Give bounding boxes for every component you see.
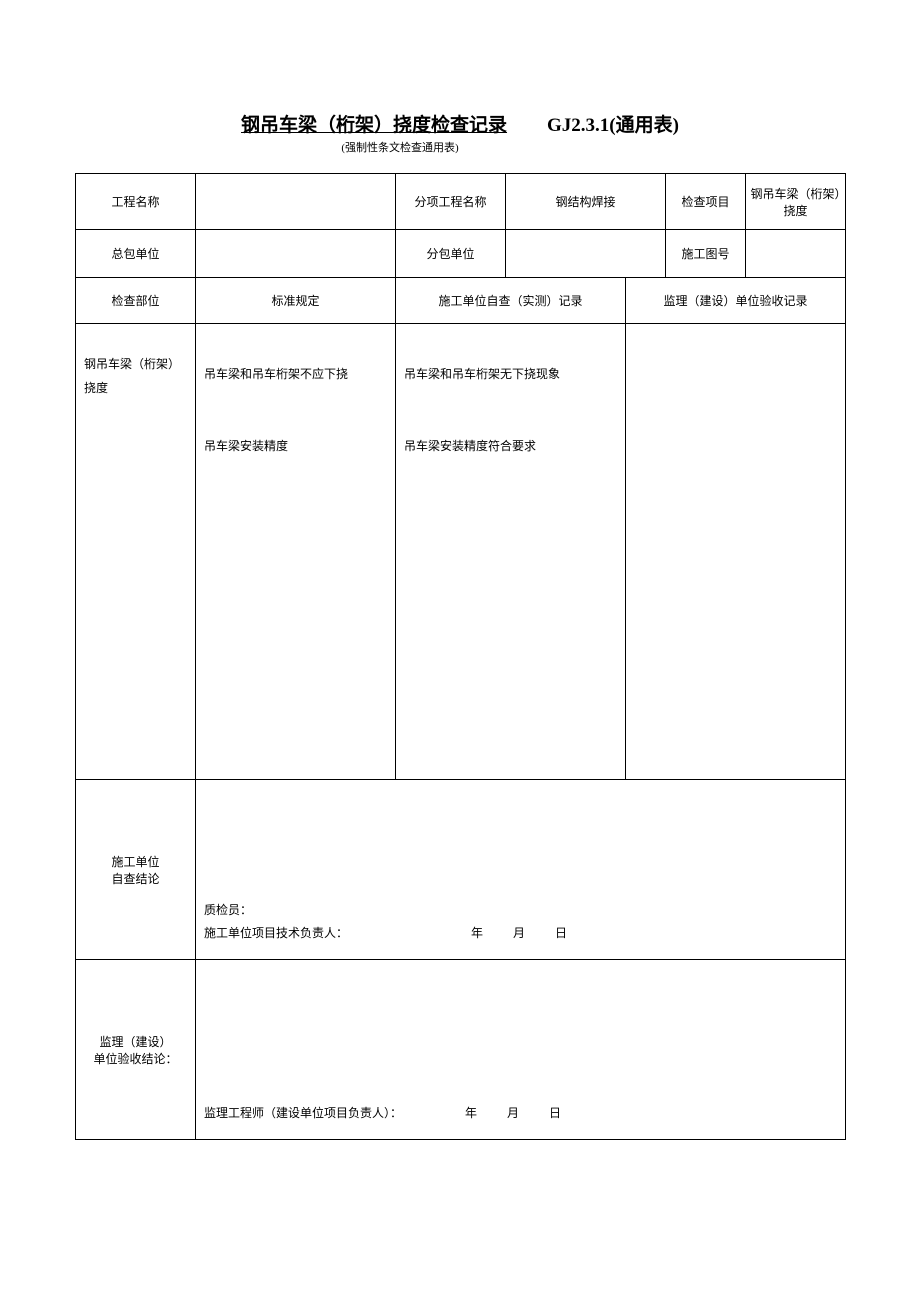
sign2-label-2: 单位验收结论：	[80, 1050, 191, 1067]
document-subtitle: (强制性条文检查通用表)	[0, 139, 845, 155]
month-label: 月	[513, 926, 525, 940]
spec-line-1: 吊车梁和吊车桁架不应下挠	[204, 362, 387, 386]
inspection-form-table: 工程名称 分项工程名称 钢结构焊接 检查项目 钢吊车梁（桁架）挠度 总包单位 分…	[75, 173, 846, 1140]
supervision-conclusion-content: 监理工程师（建设单位项目负责人）： 年 月 日	[196, 960, 846, 1140]
document-code: GJ2.3.1(通用表)	[547, 115, 679, 136]
sign1-label-2: 自查结论	[80, 870, 191, 887]
label-main-contractor: 总包单位	[76, 230, 196, 278]
spec-line-2: 吊车梁安装精度	[204, 434, 387, 458]
selfcheck-line-2: 吊车梁安装精度符合要求	[404, 434, 617, 458]
label-drawing-no: 施工图号	[666, 230, 746, 278]
tech-leader-label: 施工单位项目技术负责人：	[204, 926, 348, 940]
col-selfcheck: 施工单位自查（实测）记录	[396, 278, 626, 324]
value-subproject-name: 钢结构焊接	[506, 174, 666, 230]
tech-leader-line: 施工单位项目技术负责人： 年 月 日	[204, 922, 837, 945]
day-label: 日	[555, 926, 567, 940]
value-drawing-no	[746, 230, 846, 278]
col-check-part: 检查部位	[76, 278, 196, 324]
selfcheck-conclusion-label: 施工单位 自查结论	[76, 780, 196, 960]
col-supervision: 监理（建设）单位验收记录	[626, 278, 846, 324]
sign1-label-1: 施工单位	[80, 853, 191, 870]
document-title: 钢吊车梁（桁架）挠度检查记录	[241, 115, 507, 136]
value-main-contractor	[196, 230, 396, 278]
month-label-2: 月	[507, 1106, 519, 1120]
body-standard: 吊车梁和吊车桁架不应下挠 吊车梁安装精度	[196, 324, 396, 780]
label-project-name: 工程名称	[76, 174, 196, 230]
engineer-label: 监理工程师（建设单位项目负责人）：	[204, 1106, 402, 1120]
label-subproject-name: 分项工程名称	[396, 174, 506, 230]
body-selfcheck: 吊车梁和吊车桁架无下挠现象 吊车梁安装精度符合要求	[396, 324, 626, 780]
sign2-label-1: 监理（建设）	[80, 1033, 191, 1050]
year-label: 年	[471, 926, 483, 940]
day-label-2: 日	[549, 1106, 561, 1120]
label-check-item: 检查项目	[666, 174, 746, 230]
value-sub-contractor	[506, 230, 666, 278]
label-sub-contractor: 分包单位	[396, 230, 506, 278]
engineer-line: 监理工程师（建设单位项目负责人）： 年 月 日	[204, 1102, 837, 1125]
col-standard: 标准规定	[196, 278, 396, 324]
body-supervision	[626, 324, 846, 780]
selfcheck-line-1: 吊车梁和吊车桁架无下挠现象	[404, 362, 617, 386]
inspector-line: 质检员：	[204, 899, 837, 922]
value-project-name	[196, 174, 396, 230]
selfcheck-conclusion-content: 质检员： 施工单位项目技术负责人： 年 月 日	[196, 780, 846, 960]
supervision-conclusion-label: 监理（建设） 单位验收结论：	[76, 960, 196, 1140]
value-check-item: 钢吊车梁（桁架）挠度	[746, 174, 846, 230]
year-label-2: 年	[465, 1106, 477, 1120]
body-check-part: 钢吊车梁（桁架）挠度	[76, 324, 196, 780]
